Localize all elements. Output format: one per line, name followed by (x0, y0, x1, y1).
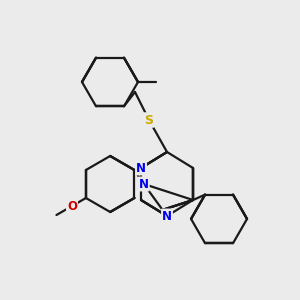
Text: N: N (162, 209, 172, 223)
Text: N: N (139, 178, 149, 190)
Text: S: S (145, 113, 154, 127)
Text: O: O (67, 200, 77, 212)
Text: N: N (136, 161, 146, 175)
Text: S: S (145, 113, 154, 127)
Text: O: O (67, 200, 77, 212)
